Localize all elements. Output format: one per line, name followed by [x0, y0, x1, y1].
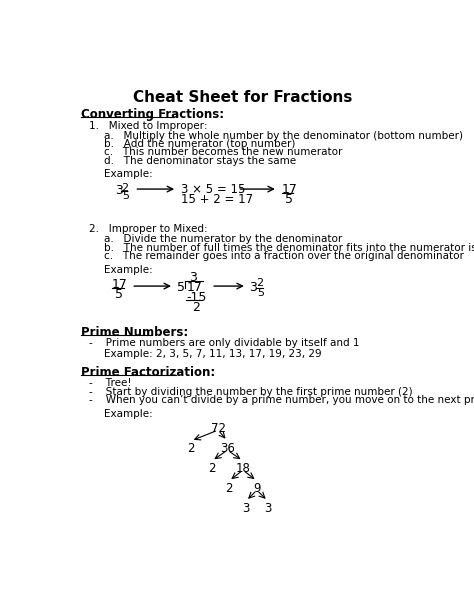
Text: c.   The remainder goes into a fraction over the original denominator: c. The remainder goes into a fraction ov…: [104, 251, 464, 261]
Text: 3: 3: [115, 185, 123, 197]
Text: 5: 5: [258, 287, 264, 298]
Text: 15 + 2 = 17: 15 + 2 = 17: [181, 193, 253, 206]
Text: 5: 5: [115, 288, 123, 302]
Text: Prime Numbers:: Prime Numbers:: [81, 326, 188, 339]
Text: 3: 3: [264, 503, 272, 516]
Text: 2: 2: [225, 482, 233, 495]
Text: -    Prime numbers are only dividable by itself and 1: - Prime numbers are only dividable by it…: [89, 338, 359, 348]
Text: -    When you can’t divide by a prime number, you move on to the next prime numb: - When you can’t divide by a prime numbe…: [89, 395, 474, 405]
Text: Example:: Example:: [104, 408, 153, 419]
Text: 2: 2: [192, 301, 200, 314]
Text: 18: 18: [236, 462, 250, 476]
Text: 17: 17: [282, 183, 298, 196]
Text: 3: 3: [249, 281, 257, 294]
Text: 2: 2: [187, 443, 195, 455]
Text: Example: 2, 3, 5, 7, 11, 13, 17, 19, 23, 29: Example: 2, 3, 5, 7, 11, 13, 17, 19, 23,…: [104, 349, 322, 359]
Text: 17: 17: [112, 278, 128, 291]
Text: -15: -15: [186, 291, 207, 303]
Text: 2.   Improper to Mixed:: 2. Improper to Mixed:: [89, 224, 207, 235]
Text: 2: 2: [256, 278, 263, 288]
Text: c.   This number becomes the new numerator: c. This number becomes the new numerator: [104, 148, 343, 158]
Text: Prime Factorization:: Prime Factorization:: [81, 366, 215, 379]
Text: a.   Multiply the whole number by the denominator (bottom number): a. Multiply the whole number by the deno…: [104, 131, 463, 140]
Text: Example:: Example:: [104, 265, 153, 275]
Text: a.   Divide the numerator by the denominator: a. Divide the numerator by the denominat…: [104, 235, 342, 245]
Text: Converting Fractions:: Converting Fractions:: [81, 109, 224, 121]
Text: 72: 72: [210, 422, 226, 435]
Text: -    Start by dividing the number by the first prime number (2): - Start by dividing the number by the fi…: [89, 387, 412, 397]
Text: d.   The denominator stays the same: d. The denominator stays the same: [104, 156, 296, 166]
Text: Example:: Example:: [104, 169, 153, 179]
Text: 5: 5: [285, 193, 293, 206]
Text: b.   The number of full times the denominator fits into the numerator is your wh: b. The number of full times the denomina…: [104, 243, 474, 253]
Text: 1.   Mixed to Improper:: 1. Mixed to Improper:: [89, 121, 207, 131]
Text: 5: 5: [177, 281, 185, 294]
Text: 17: 17: [186, 281, 202, 294]
Text: 3: 3: [242, 503, 250, 516]
Text: -    Tree!: - Tree!: [89, 378, 131, 389]
Text: Cheat Sheet for Fractions: Cheat Sheet for Fractions: [133, 91, 353, 105]
Text: 3 × 5 = 15: 3 × 5 = 15: [181, 183, 246, 196]
Text: 9: 9: [253, 482, 261, 495]
Text: 2: 2: [208, 462, 216, 476]
Text: 3: 3: [189, 272, 197, 284]
Text: 5: 5: [122, 191, 129, 201]
Text: b.   Add the numerator (top number): b. Add the numerator (top number): [104, 139, 296, 149]
Text: 36: 36: [220, 443, 235, 455]
Text: 2: 2: [121, 183, 128, 193]
